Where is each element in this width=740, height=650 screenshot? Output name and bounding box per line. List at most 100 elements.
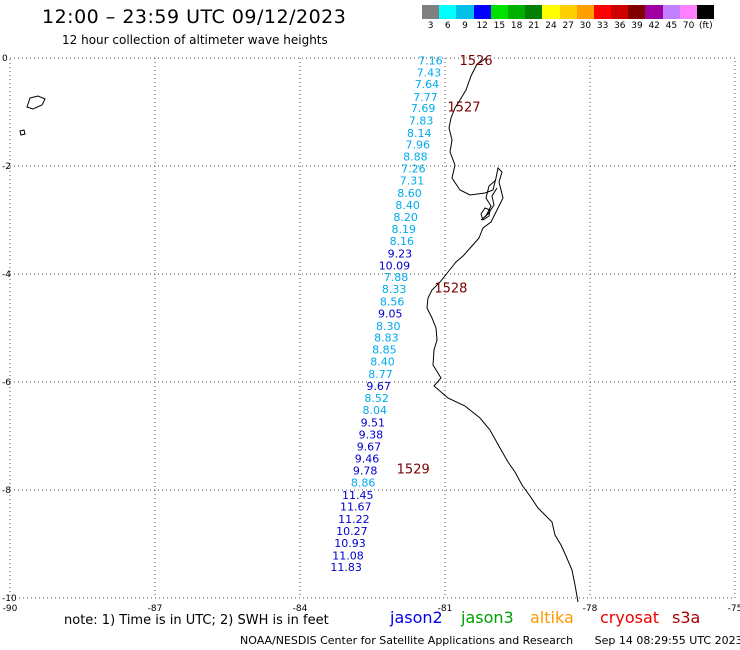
time-markers: 1526 1527 1528 1529 — [397, 54, 493, 477]
swh-value-label: 8.60 — [397, 187, 422, 200]
swh-value-label: 7.83 — [409, 115, 434, 128]
swh-value-label: 7.96 — [406, 138, 431, 151]
island-galapagos-b — [19, 129, 26, 136]
swh-value-label: 9.67 — [357, 440, 382, 453]
x-tick-label: -78 — [583, 604, 598, 614]
x-tick-label: -87 — [148, 604, 163, 614]
color-scale-label: 3 — [427, 21, 434, 31]
swh-value-label: 11.45 — [342, 489, 374, 502]
color-swatch — [507, 5, 526, 19]
map-title: 12:00 – 23:59 UTC 09/12/2023 — [42, 6, 347, 28]
color-swatch — [490, 5, 508, 19]
lat-lon-grid — [10, 58, 735, 598]
color-scale-label: 21 — [528, 21, 540, 31]
credit-line: NOAA/NESDIS Center for Satellite Applica… — [240, 634, 740, 647]
color-scale-label: 6 — [444, 21, 451, 31]
color-scale-label: 24 — [545, 21, 557, 31]
y-tick-label: -6 — [2, 378, 11, 388]
swh-value-label: 7.69 — [411, 102, 436, 115]
color-swatch — [576, 5, 594, 19]
y-tick-label: -8 — [2, 486, 11, 496]
swh-value-label: 11.22 — [338, 513, 370, 526]
color-swatch — [473, 5, 491, 19]
swh-value-label: 7.26 — [401, 163, 426, 176]
satellite-legend-item: jason3 — [461, 608, 514, 627]
map-border — [9, 57, 736, 599]
gulf-inlet — [480, 179, 498, 221]
color-swatch — [422, 5, 440, 19]
x-tick-label: -90 — [3, 604, 18, 614]
x-tick-label: -84 — [293, 604, 308, 614]
color-swatch — [559, 5, 577, 19]
swh-value-label: 9.67 — [366, 380, 391, 393]
swh-value-label: 8.86 — [351, 476, 376, 489]
y-tick-label: 0 — [2, 54, 8, 64]
map-subtitle: 12 hour collection of altimeter wave hei… — [62, 33, 328, 47]
swh-value-label: 10.27 — [336, 525, 368, 538]
y-tick-label: -4 — [2, 270, 11, 280]
satellite-legend-item: s3a — [672, 608, 701, 627]
color-swatch — [542, 5, 560, 19]
swh-value-label: 9.05 — [378, 307, 403, 320]
color-scale-label: 27 — [562, 21, 574, 31]
color-scale-label: (ft) — [699, 21, 713, 31]
swh-value-label: 8.30 — [376, 320, 401, 333]
color-swatch — [679, 5, 697, 19]
time-marker-label: 1527 — [447, 101, 480, 116]
swh-value-label: 8.85 — [372, 344, 397, 357]
color-swatch — [611, 5, 629, 19]
swh-value-label: 7.88 — [384, 271, 409, 284]
swh-value-label: 8.52 — [364, 392, 389, 405]
color-scale-label: 42 — [648, 21, 660, 31]
swh-value-label: 10.09 — [379, 259, 411, 272]
color-swatch — [593, 5, 612, 19]
satellite-legend-item: cryosat — [600, 608, 660, 627]
swh-value-label: 8.16 — [390, 235, 415, 248]
color-scale-label: 39 — [631, 21, 643, 31]
swh-value-label: 8.88 — [403, 150, 428, 163]
coastline — [19, 57, 579, 603]
swh-value-label: 8.20 — [393, 211, 418, 224]
color-scale-label: 30 — [579, 21, 592, 31]
color-scale-label: 70 — [682, 21, 695, 31]
x-tick-label: -75 — [728, 604, 740, 614]
credit-text: NOAA/NESDIS Center for Satellite Applica… — [240, 634, 574, 647]
x-tick-label: -81 — [438, 604, 453, 614]
color-scale-label: 33 — [596, 21, 609, 31]
swh-value-label: 11.08 — [332, 549, 364, 562]
swh-value-label: 8.40 — [370, 355, 395, 368]
color-scale-label: 15 — [493, 21, 506, 31]
axis-labels: -90 -87 -84 -81 -78 -75 0 -2 -4 -6 -8 -10 — [2, 54, 740, 614]
swh-value-label: 11.67 — [340, 501, 372, 514]
time-marker-label: 1529 — [397, 462, 430, 477]
y-tick-label: -2 — [2, 162, 11, 172]
swh-value-label: 7.31 — [400, 175, 425, 188]
timestamp-text: Sep 14 08:29:55 UTC 2023 — [594, 634, 740, 647]
swh-value-label: 7.64 — [415, 78, 440, 91]
map-frame — [9, 57, 736, 599]
swh-value-label: 7.43 — [417, 67, 442, 80]
color-scale-label: 9 — [462, 21, 468, 31]
time-marker-label: 1526 — [460, 54, 493, 69]
swh-value-label: 9.38 — [359, 428, 384, 441]
color-swatch — [628, 5, 646, 19]
color-swatch — [456, 5, 474, 19]
swh-value-label: 7.77 — [413, 91, 438, 104]
swh-value-label: 8.33 — [382, 283, 407, 296]
color-scale-label: 18 — [510, 21, 523, 31]
swh-value-label: 10.93 — [334, 537, 366, 550]
coastline-mainland — [426, 57, 579, 603]
swh-value-label: 9.78 — [353, 465, 378, 478]
swh-value-label: 8.19 — [392, 223, 417, 236]
y-tick-label: -10 — [2, 594, 17, 604]
swh-value-label: 9.46 — [355, 453, 380, 466]
swh-value-label: 9.51 — [361, 417, 386, 430]
color-swatch — [662, 5, 680, 19]
wave-height-color-scale — [422, 5, 715, 19]
swh-value-label: 8.40 — [395, 199, 420, 212]
satellite-legend-item: jason2 — [390, 608, 443, 627]
color-swatch — [525, 5, 543, 19]
swh-value-label: 8.83 — [374, 332, 399, 345]
color-swatch — [697, 5, 715, 19]
